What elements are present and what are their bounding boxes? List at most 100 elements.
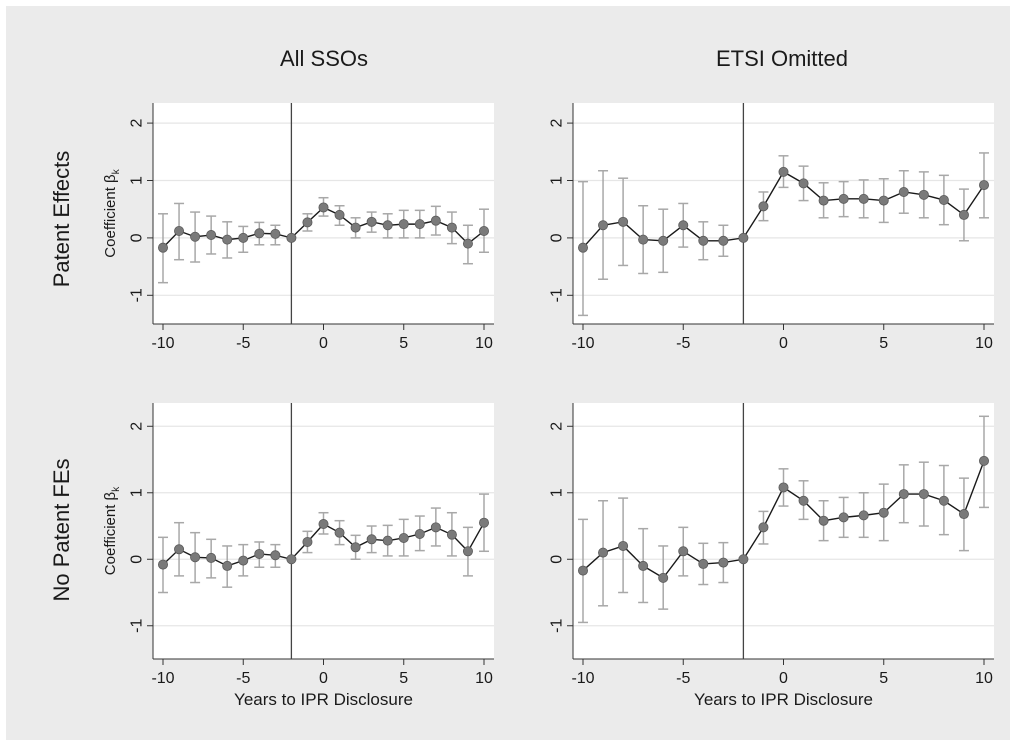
data-point — [462, 546, 473, 557]
data-point — [798, 495, 809, 506]
data-point — [478, 517, 489, 528]
data-point — [398, 532, 409, 543]
plot-area — [573, 103, 994, 324]
x-tick-label: 5 — [399, 335, 408, 352]
x-tick-label: 10 — [475, 335, 493, 352]
x-tick-label: -10 — [151, 670, 174, 687]
y-tick-label: -1 — [129, 619, 146, 633]
x-tick-label: 10 — [975, 670, 993, 687]
data-point — [366, 534, 377, 545]
data-point — [430, 522, 441, 533]
y-axis-label: Coefficient βk — [102, 168, 122, 257]
data-point — [818, 195, 829, 206]
y-tick-label: 2 — [549, 119, 566, 128]
data-point — [350, 222, 361, 233]
data-point — [738, 232, 749, 243]
data-point — [778, 482, 789, 493]
data-point — [938, 195, 949, 206]
data-point — [738, 554, 749, 565]
x-axis-label: Years to IPR Disclosure — [694, 690, 873, 709]
data-point — [638, 234, 649, 245]
y-tick-label: 0 — [549, 555, 566, 564]
data-point — [190, 552, 201, 563]
data-point — [718, 235, 729, 246]
x-axis-label: Years to IPR Disclosure — [234, 690, 413, 709]
x-tick-label: -10 — [151, 335, 174, 352]
data-point — [414, 219, 425, 230]
y-axis-label: Coefficient βk — [102, 486, 122, 575]
data-point — [157, 559, 168, 570]
y-tick-label: 1 — [549, 488, 566, 497]
data-point — [206, 230, 217, 241]
y-tick-label: 0 — [129, 233, 146, 242]
data-point — [157, 242, 168, 253]
data-point — [718, 557, 729, 568]
data-point — [958, 509, 969, 520]
data-point — [678, 546, 689, 557]
y-tick-label: 1 — [129, 488, 146, 497]
y-tick-label: -1 — [549, 619, 566, 633]
data-point — [958, 209, 969, 220]
data-point — [938, 495, 949, 506]
data-point — [398, 219, 409, 230]
data-point — [578, 565, 589, 576]
data-point — [318, 519, 329, 530]
data-point — [286, 232, 297, 243]
x-tick-label: 0 — [319, 670, 328, 687]
plot-area — [573, 403, 994, 659]
data-point — [238, 232, 249, 243]
data-point — [302, 217, 313, 228]
x-tick-label: 5 — [399, 670, 408, 687]
y-tick-label: 0 — [129, 555, 146, 564]
data-point — [618, 216, 629, 227]
data-point — [598, 547, 609, 558]
data-point — [222, 234, 233, 245]
data-point — [414, 528, 425, 539]
x-tick-label: 0 — [779, 670, 788, 687]
data-point — [222, 560, 233, 571]
data-point — [878, 195, 889, 206]
data-point — [350, 542, 361, 553]
data-point — [918, 189, 929, 200]
data-point — [174, 544, 185, 555]
data-point — [898, 186, 909, 197]
data-point — [818, 515, 829, 526]
x-tick-label: -5 — [676, 670, 690, 687]
figure: All SSOs ETSI Omitted Patent Effects No … — [6, 6, 1010, 740]
y-tick-label: 1 — [549, 176, 566, 185]
data-point — [286, 554, 297, 565]
data-point — [618, 540, 629, 551]
data-point — [190, 231, 201, 242]
y-tick-label: -1 — [549, 288, 566, 302]
data-point — [638, 560, 649, 571]
data-point — [430, 215, 441, 226]
data-point — [918, 489, 929, 500]
data-point — [254, 548, 265, 559]
column-title-all-ssos: All SSOs — [280, 46, 368, 71]
data-point — [238, 555, 249, 566]
data-point — [254, 228, 265, 239]
data-point — [798, 178, 809, 189]
data-point — [302, 536, 313, 547]
column-title-etsi-omitted: ETSI Omitted — [716, 46, 848, 71]
y-tick-label: 2 — [129, 422, 146, 431]
data-point — [758, 522, 769, 533]
data-point — [366, 216, 377, 227]
data-point — [858, 193, 869, 204]
data-point — [838, 193, 849, 204]
x-tick-label: -5 — [676, 335, 690, 352]
x-tick-label: 0 — [319, 335, 328, 352]
data-point — [270, 550, 281, 561]
row-title-patent-effects: Patent Effects — [49, 151, 74, 288]
data-point — [318, 202, 329, 213]
data-point — [758, 201, 769, 212]
x-tick-label: -10 — [571, 335, 594, 352]
data-point — [838, 512, 849, 523]
x-tick-label: -10 — [571, 670, 594, 687]
data-point — [678, 220, 689, 231]
data-point — [878, 507, 889, 518]
y-tick-label: 2 — [129, 119, 146, 128]
